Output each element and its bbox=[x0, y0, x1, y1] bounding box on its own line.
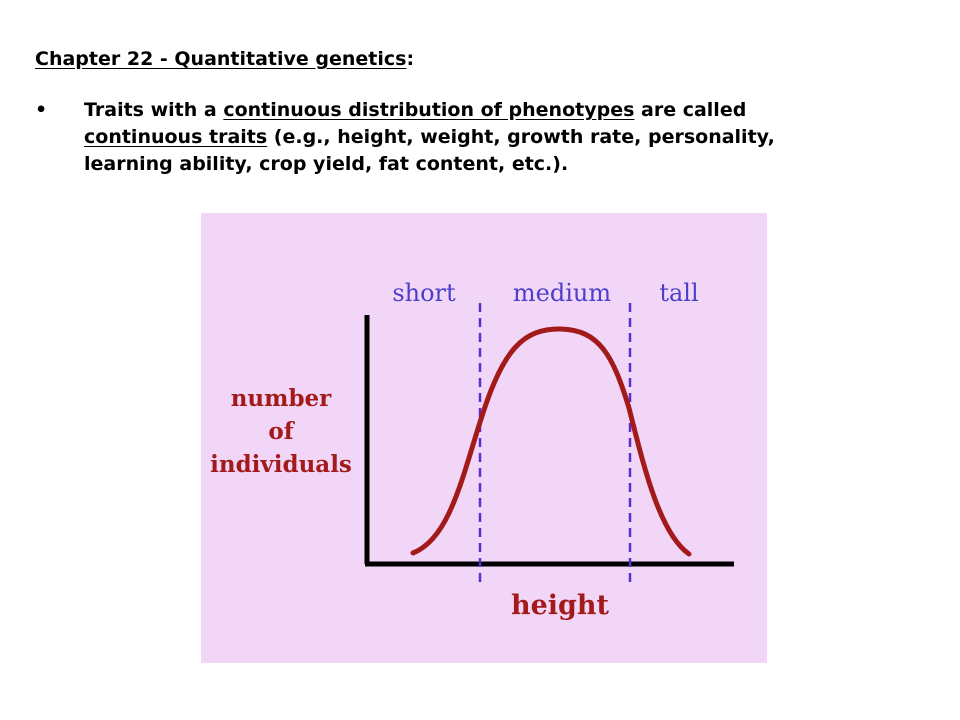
term-continuous-traits: continuous traits bbox=[84, 126, 268, 148]
term-continuous-distribution: continuous distribution of phenotypes bbox=[223, 99, 635, 121]
bullet-dot: • bbox=[35, 99, 48, 121]
slide-title: Chapter 22 - Quantitative genetics: bbox=[35, 46, 414, 72]
y-axis-label-line-2: of bbox=[268, 418, 295, 445]
region-label-medium: medium bbox=[513, 279, 611, 307]
region-label-tall: tall bbox=[659, 279, 698, 307]
bullet-line-1: Traits with a continuous distribution of… bbox=[84, 97, 934, 124]
distribution-figure: short medium tall number of individuals … bbox=[201, 213, 767, 663]
bullet-line-2: continuous traits (e.g., height, weight,… bbox=[84, 124, 934, 151]
bullet-line-2-end: (e.g., height, weight, growth rate, pers… bbox=[267, 126, 775, 148]
title-text: Chapter 22 - Quantitative genetics bbox=[35, 48, 407, 70]
y-axis-label-line-1: number bbox=[231, 385, 332, 412]
region-label-short: short bbox=[392, 279, 456, 307]
distribution-curve bbox=[410, 326, 692, 557]
title-colon: : bbox=[406, 48, 415, 70]
x-axis-label: height bbox=[511, 590, 610, 621]
y-axis-label-line-3: individuals bbox=[210, 451, 352, 478]
bullet-line-1-start: Traits with a bbox=[84, 99, 224, 121]
distribution-diagram: short medium tall number of individuals … bbox=[210, 279, 734, 621]
bullet-line-1-end: are called bbox=[634, 99, 747, 121]
bullet-line-3: learning ability, crop yield, fat conten… bbox=[84, 153, 569, 175]
bullet-text: Traits with a continuous distribution of… bbox=[84, 97, 934, 178]
